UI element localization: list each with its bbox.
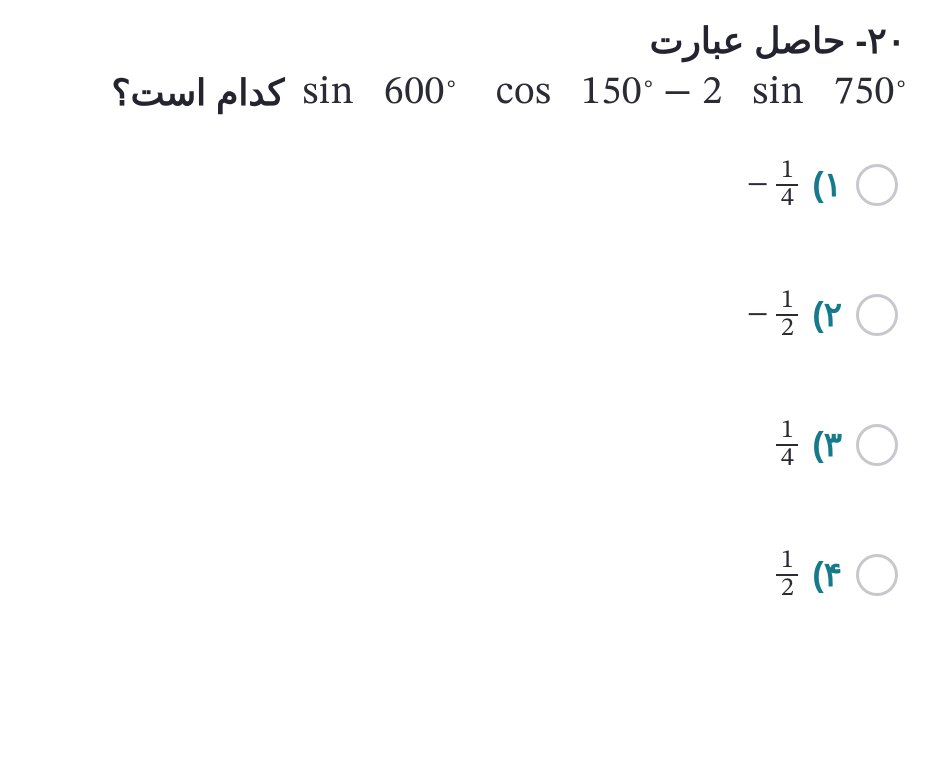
- radio-icon[interactable]: [856, 424, 898, 466]
- numerator: 1: [778, 158, 797, 184]
- degree-mark: ∘: [447, 74, 456, 94]
- radio-icon[interactable]: [856, 554, 898, 596]
- denominator: 2: [778, 316, 797, 342]
- options-list: ۱) − 1 4 ۲) − 1 2 ۳) 1: [24, 154, 906, 602]
- neg-sign: −: [747, 296, 773, 334]
- fraction: 1 2: [776, 548, 798, 602]
- numerator: 1: [778, 418, 797, 444]
- option-value: − 1 2: [747, 288, 799, 342]
- option-3[interactable]: ۳) 1 4: [24, 418, 898, 472]
- question-header: ۲۰- حاصل عبارت: [24, 20, 906, 62]
- term3-fn: sin: [752, 73, 804, 113]
- option-2[interactable]: ۲) − 1 2: [24, 288, 898, 342]
- option-label: ۲): [812, 295, 842, 335]
- term3-coef: 2: [702, 73, 722, 113]
- math-expression: sin 600∘ cos 150∘ − 2 sin 750∘: [302, 68, 906, 118]
- denominator: 4: [778, 186, 797, 212]
- option-1[interactable]: ۱) − 1 4: [24, 158, 898, 212]
- fraction: 1 2: [776, 288, 798, 342]
- option-label: ۳): [812, 425, 842, 465]
- option-label: ۴): [812, 555, 842, 595]
- option-value: − 1 4: [747, 158, 799, 212]
- numerator: 1: [778, 548, 797, 574]
- denominator: 2: [778, 576, 797, 602]
- question-number: ۲۰-: [855, 20, 906, 61]
- term1-fn: sin: [302, 73, 354, 113]
- fraction: 1 4: [776, 158, 798, 212]
- denominator: 4: [778, 446, 797, 472]
- option-4[interactable]: ۴) 1 2: [24, 548, 898, 602]
- question-tail: کدام است؟: [112, 72, 285, 114]
- numerator: 1: [778, 288, 797, 314]
- expression-line: sin 600∘ cos 150∘ − 2 sin 750∘ کدام است؟: [24, 68, 906, 118]
- operator-minus: −: [663, 73, 702, 113]
- radio-icon[interactable]: [856, 294, 898, 336]
- option-label: ۱): [812, 165, 842, 205]
- term2-fn: cos: [496, 73, 552, 113]
- radio-icon[interactable]: [856, 164, 898, 206]
- term3-val: 750: [834, 73, 895, 113]
- option-value: 1 4: [768, 418, 798, 472]
- option-value: 1 2: [768, 548, 798, 602]
- degree-mark: ∘: [644, 74, 653, 94]
- term1-val: 600: [384, 73, 445, 113]
- neg-sign: −: [747, 166, 773, 204]
- question-lead: حاصل عبارت: [650, 20, 846, 61]
- degree-mark: ∘: [897, 74, 906, 94]
- fraction: 1 4: [776, 418, 798, 472]
- term2-val: 150: [581, 73, 642, 113]
